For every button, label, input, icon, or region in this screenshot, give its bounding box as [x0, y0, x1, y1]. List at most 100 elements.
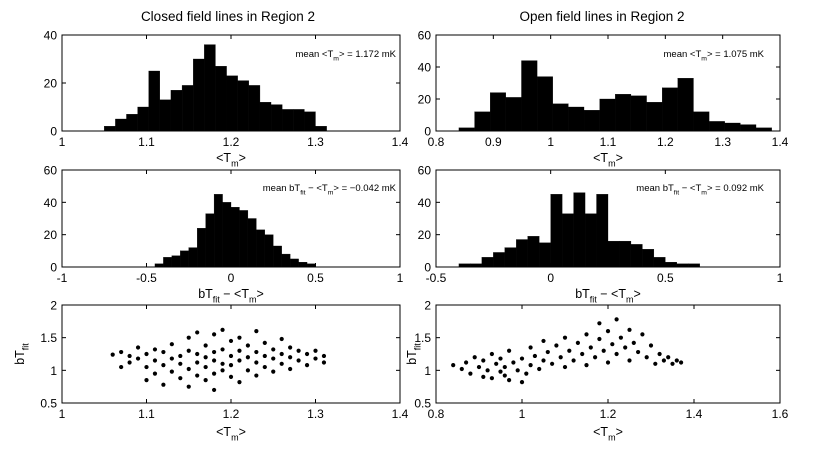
scatter-point	[212, 387, 217, 393]
panel-scatter-open: 0.8 1 1.2 1.4 1.6 0.5 1 1.5 2 <Tm> bTfit	[405, 299, 789, 443]
scatter-point	[558, 355, 563, 360]
scatter-point	[135, 356, 141, 361]
x-axis-label: bTfit − <Tm>	[575, 287, 641, 304]
x-axis-label: <Tm>	[216, 425, 246, 442]
scatter-point	[237, 348, 242, 353]
scatter-point	[528, 345, 533, 350]
scatter-point	[279, 361, 284, 366]
y-tick-label: 40	[44, 196, 58, 210]
histogram-bar	[615, 94, 632, 132]
y-tick-label: 0	[424, 261, 431, 275]
scatter-point	[451, 363, 456, 368]
axes-box	[435, 304, 781, 404]
x-tick-label: 1	[59, 407, 66, 421]
x-tick-label: 1.3	[307, 407, 324, 421]
scatter-point	[262, 340, 267, 345]
scatter-point	[601, 348, 606, 353]
scatter-point	[212, 358, 217, 363]
x-axis-label: <Tm>	[593, 425, 623, 442]
panel-hist-closed-diff: -1 -0.5 0 0.5 1 0 20 40 60 mean bTfit − <Tm> = −0…	[44, 164, 404, 305]
scatter-point	[245, 343, 250, 348]
scatter-point	[489, 376, 494, 381]
scatter-point	[212, 349, 217, 355]
scatter-point	[567, 348, 572, 353]
y-axis-label: bTfit	[13, 343, 30, 365]
x-tick-label: 1.2	[600, 407, 617, 421]
scatter-point	[186, 384, 191, 389]
x-tick-label: -0.5	[426, 271, 447, 285]
histogram-bar	[273, 245, 282, 268]
scatter-point	[262, 364, 267, 370]
scatter-point	[511, 360, 516, 365]
x-tick-label: 1	[397, 271, 404, 285]
y-tick-label: 1	[50, 364, 57, 378]
y-tick-label: 0	[50, 125, 57, 139]
histogram-bar	[215, 66, 227, 132]
scatter-point	[228, 363, 234, 368]
x-tick-label: 1	[777, 271, 784, 285]
histogram-bar	[561, 213, 574, 268]
histogram-bar	[237, 80, 249, 132]
scatter-point	[605, 360, 611, 365]
x-tick-label: 1.2	[223, 135, 240, 149]
scatter-point	[212, 371, 217, 376]
histogram-bar	[619, 240, 632, 268]
x-tick-label: 1	[519, 407, 526, 421]
scatter-point	[161, 382, 166, 387]
histogram-bar	[180, 250, 189, 268]
scatter-point	[459, 366, 464, 372]
mean-annotation: mean <Tm> = 1.172 mK	[296, 49, 397, 62]
scatter-point	[178, 361, 183, 366]
x-tick-label: 0.5	[307, 271, 324, 285]
scatter-point	[237, 379, 242, 385]
histogram-bar	[481, 257, 494, 268]
histogram-bar	[724, 122, 741, 132]
scatter-point	[220, 368, 225, 373]
histogram-bar	[630, 95, 647, 132]
scatter-point	[661, 358, 667, 363]
histogram-bar	[137, 106, 149, 132]
histogram-bar	[568, 106, 585, 132]
scatter-point	[519, 356, 525, 361]
title-open: Open field lines in Region 2	[519, 9, 684, 24]
x-tick-label: 1.2	[657, 135, 674, 149]
scatter-point	[169, 342, 174, 347]
scatter-point	[653, 361, 658, 366]
histogram-bar	[630, 244, 643, 268]
histogram-bar	[205, 213, 215, 268]
scatter-point	[195, 330, 200, 335]
histogram-bar	[126, 114, 138, 132]
y-tick-label: 1.5	[40, 331, 57, 345]
y-tick-label: 2	[424, 299, 431, 313]
scatter-point	[304, 351, 310, 357]
x-tick-label: 1.4	[686, 407, 703, 421]
histogram-bar	[230, 207, 240, 268]
scatter-point	[464, 360, 469, 365]
scatter-point	[279, 336, 284, 342]
y-tick-label: 0.5	[414, 397, 431, 411]
scatter-point	[288, 355, 293, 360]
scatter-point	[627, 358, 632, 363]
scatter-point	[186, 366, 191, 372]
scatter-point	[519, 379, 525, 385]
scatter-point	[212, 332, 217, 337]
scatter-point	[296, 348, 301, 353]
scatter-point	[220, 347, 225, 352]
histogram-bar	[264, 234, 274, 268]
histogram-bar	[247, 218, 257, 268]
x-tick-label: 1.4	[772, 135, 789, 149]
histogram-bar	[315, 126, 327, 132]
scatter-point	[648, 343, 654, 348]
histogram-bar	[642, 249, 655, 268]
y-tick-label: 0.5	[40, 397, 57, 411]
scatter-point	[203, 355, 208, 360]
y-axis-label-group: bTfit	[13, 343, 30, 365]
scatter-point	[245, 368, 250, 373]
histogram-bar	[550, 194, 563, 268]
histogram-bar	[583, 110, 600, 132]
panel-hist-open-tm: 0.8 0.9 1 1.1 1.2 1.3 1.4 0 20 40 60 mean <Tm> = 1.…	[418, 29, 789, 169]
scatter-point	[468, 371, 473, 376]
scatter-point	[481, 374, 486, 379]
scatter-point	[562, 364, 568, 370]
histogram-bar	[197, 228, 206, 268]
